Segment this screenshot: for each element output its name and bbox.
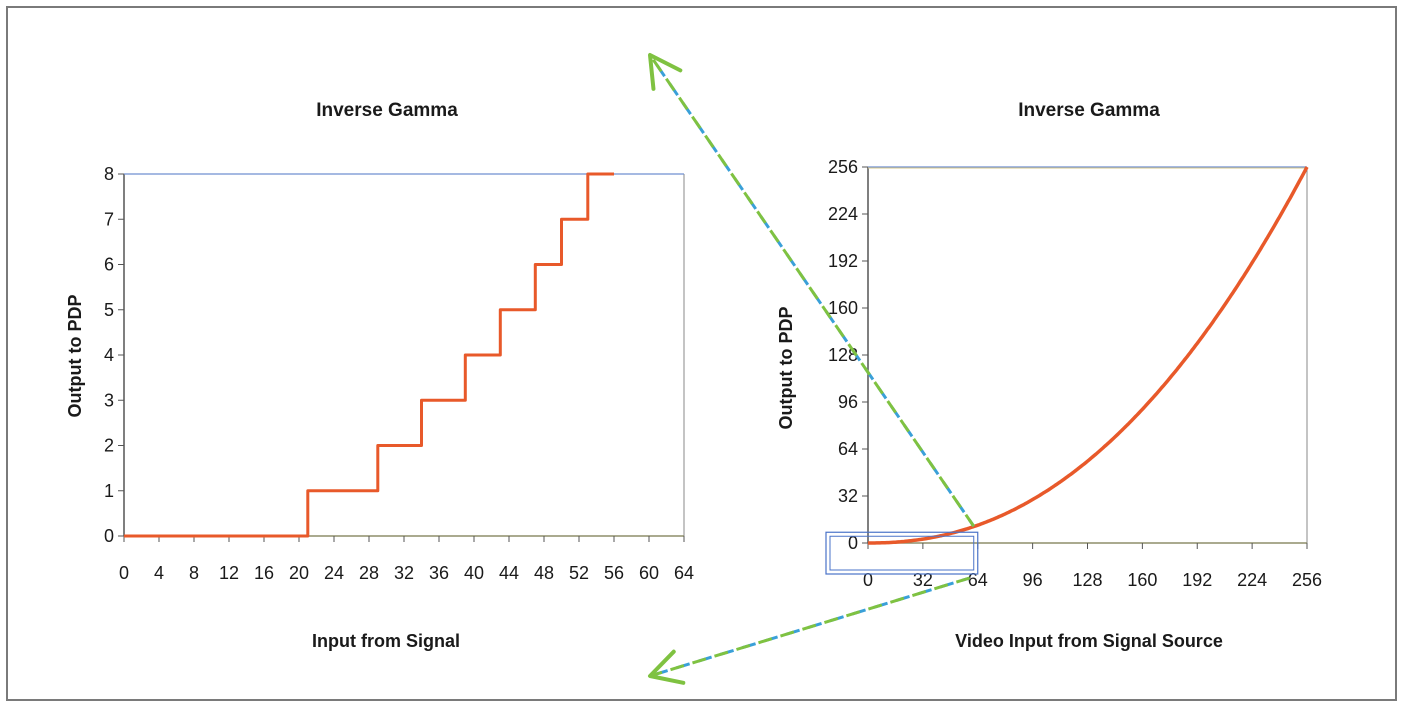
right-chart: Inverse Gamma Output to PDP Video Input … <box>776 100 1322 651</box>
x-tick-label: 36 <box>429 563 449 583</box>
y-tick-label: 224 <box>828 204 858 224</box>
y-tick-label: 7 <box>104 209 114 229</box>
y-tick-label: 192 <box>828 251 858 271</box>
zoom-box-outer <box>825 531 979 575</box>
x-tick-label: 192 <box>1182 570 1212 590</box>
x-tick-label: 96 <box>1023 570 1043 590</box>
y-tick-label: 4 <box>104 345 114 365</box>
x-tick-label: 64 <box>674 563 694 583</box>
left-chart: Inverse Gamma Output to PDP Input from S… <box>65 100 694 651</box>
series-line <box>867 166 1309 545</box>
y-tick-label: 5 <box>104 300 114 320</box>
x-tick-label: 256 <box>1292 570 1322 590</box>
x-tick-label: 16 <box>254 563 274 583</box>
x-tick-label: 28 <box>359 563 379 583</box>
x-tick-label: 4 <box>154 563 164 583</box>
x-tick-label: 40 <box>464 563 484 583</box>
x-tick-label: 24 <box>324 563 344 583</box>
x-tick-label: 52 <box>569 563 589 583</box>
y-tick-label: 160 <box>828 298 858 318</box>
x-tick-label: 60 <box>639 563 659 583</box>
zoom-arrow-up <box>648 54 975 528</box>
x-tick-label: 160 <box>1127 570 1157 590</box>
x-tick-label: 32 <box>913 570 933 590</box>
left-chart-ylabel: Output to PDP <box>65 295 85 418</box>
y-tick-label: 2 <box>104 436 114 456</box>
y-tick-label: 96 <box>838 392 858 412</box>
y-tick-label: 6 <box>104 255 114 275</box>
y-tick-label: 64 <box>838 439 858 459</box>
zoom-arrow-up-head <box>648 53 683 91</box>
y-tick-label: 1 <box>104 481 114 501</box>
x-tick-label: 48 <box>534 563 554 583</box>
y-tick-label: 3 <box>104 390 114 410</box>
zoom-arrow-down <box>649 576 971 678</box>
y-tick-label: 256 <box>828 157 858 177</box>
y-tick-label: 0 <box>848 533 858 553</box>
x-tick-label: 12 <box>219 563 239 583</box>
x-tick-label: 0 <box>119 563 129 583</box>
x-tick-label: 64 <box>968 570 988 590</box>
x-tick-label: 128 <box>1072 570 1102 590</box>
figure-frame <box>6 6 1397 701</box>
left-chart-xlabel: Input from Signal <box>312 631 460 651</box>
series-line <box>124 172 614 538</box>
y-tick-label: 32 <box>838 486 858 506</box>
left-chart-title: Inverse Gamma <box>316 100 458 121</box>
x-tick-label: 32 <box>394 563 414 583</box>
x-tick-label: 8 <box>189 563 199 583</box>
x-tick-label: 20 <box>289 563 309 583</box>
x-tick-label: 224 <box>1237 570 1267 590</box>
y-tick-label: 128 <box>828 345 858 365</box>
zoom-arrow-down-head <box>648 649 686 685</box>
x-tick-label: 44 <box>499 563 519 583</box>
x-tick-label: 56 <box>604 563 624 583</box>
right-chart-ylabel: Output to PDP <box>776 307 796 430</box>
x-tick-label: 0 <box>863 570 873 590</box>
y-tick-label: 8 <box>104 164 114 184</box>
right-chart-title: Inverse Gamma <box>1018 100 1160 121</box>
zoom-annotation <box>648 53 979 685</box>
right-plot-area: 0 32 64 96 128 160 192 224 256 0 32 64 96 128 160 192 22… <box>828 157 1322 590</box>
y-tick-label: 0 <box>104 526 114 546</box>
right-chart-xlabel: Video Input from Signal Source <box>955 631 1223 651</box>
zoom-box-inner <box>829 535 975 571</box>
